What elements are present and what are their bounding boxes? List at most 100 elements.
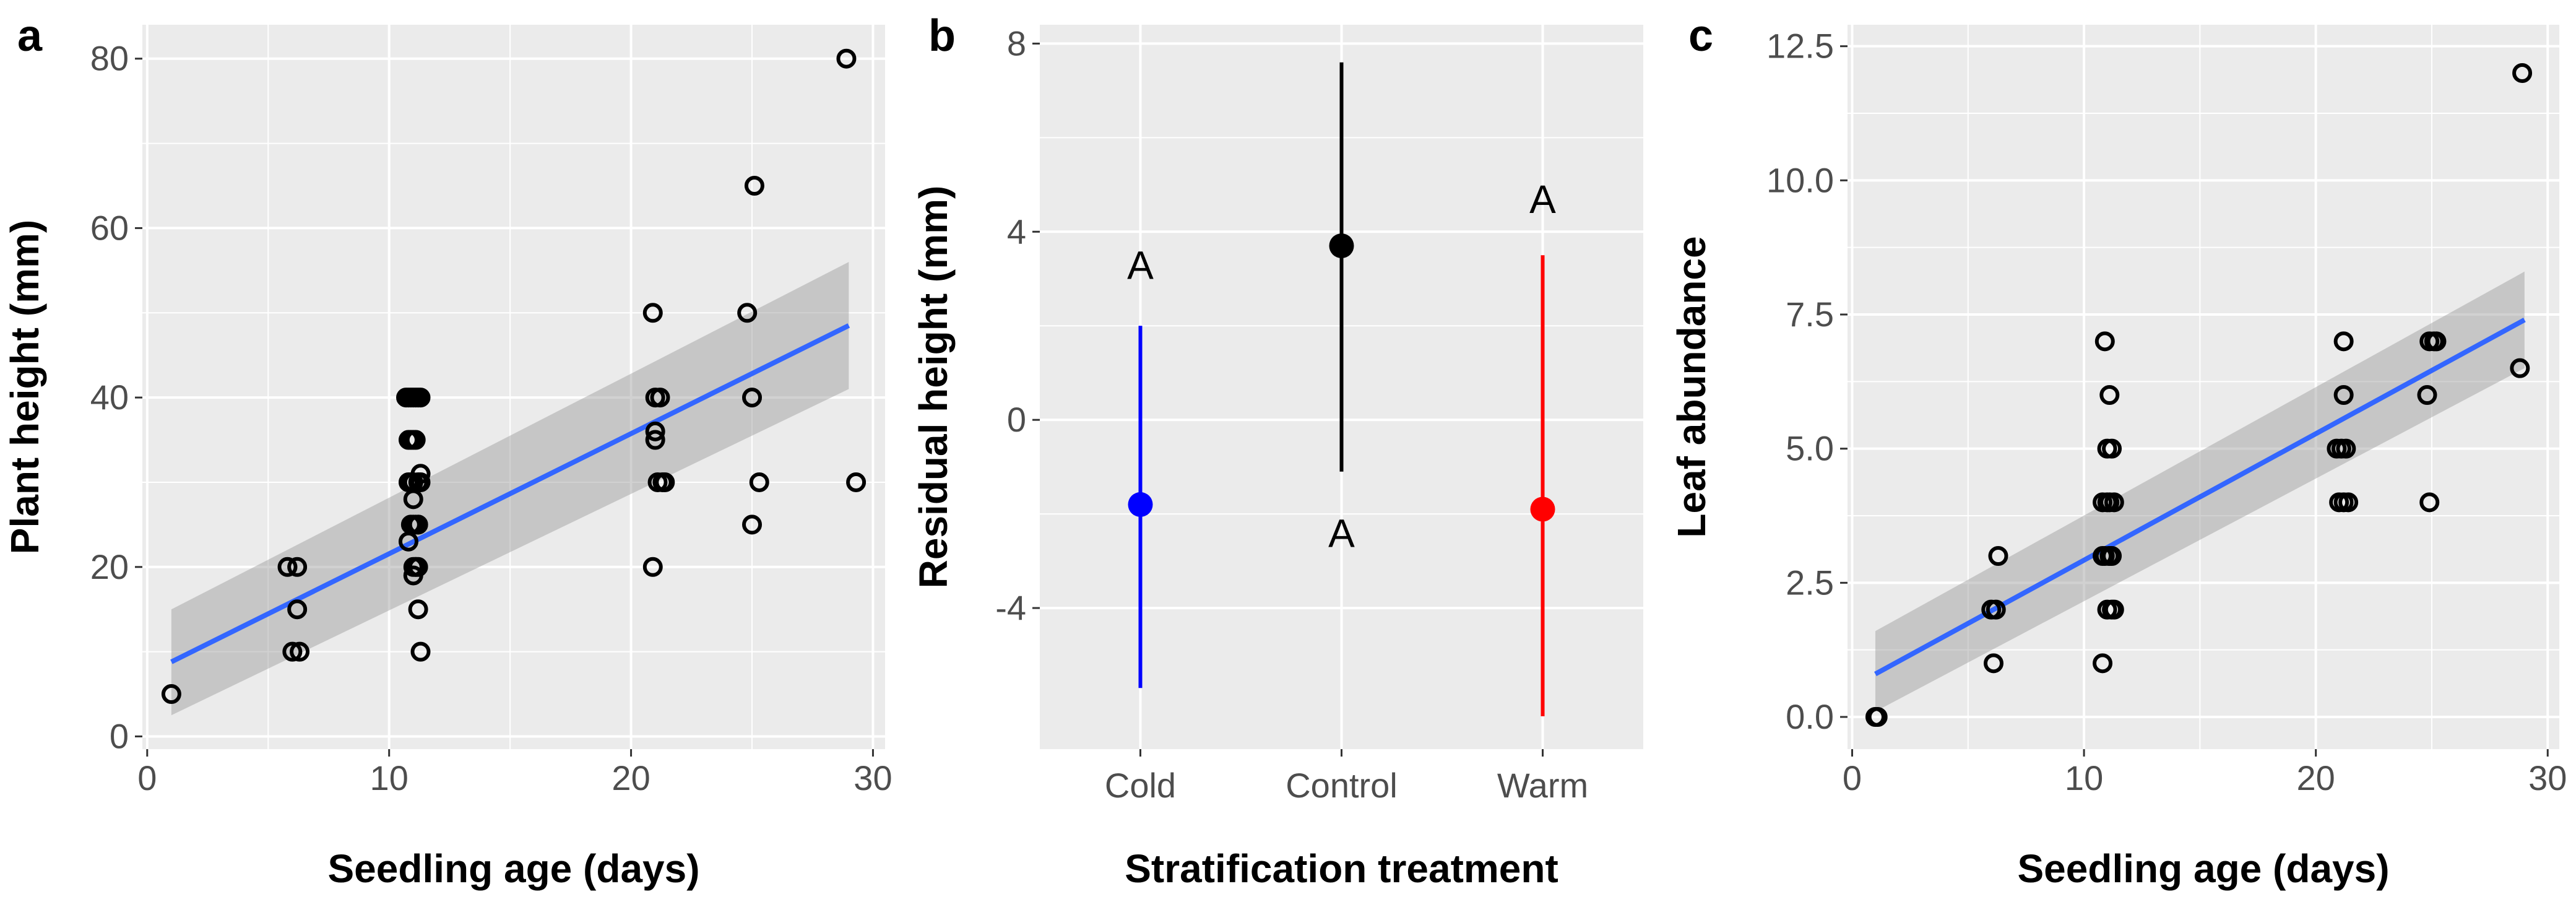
- panel-a-data-point: [408, 599, 428, 620]
- panel-b-mean-point: [1329, 233, 1354, 259]
- panel-a-data-point: [398, 531, 418, 552]
- panel-c-data-point: [2417, 385, 2437, 405]
- panel-b-letter: b: [928, 11, 956, 61]
- panel-b-group-letter: A: [1529, 177, 1556, 222]
- panel-c-x-tick-label: 30: [2528, 758, 2567, 797]
- panel-a-x-tick-label: 0: [137, 758, 157, 797]
- panel-a-regression-line: [170, 323, 850, 664]
- panel-b-y-tick-label: 8: [1007, 24, 1026, 63]
- panel-c-data-point: [2333, 385, 2354, 405]
- panel-a-data-point: [410, 472, 431, 492]
- panel-a-data-point: [410, 641, 431, 662]
- panel-a-data-point: [410, 388, 431, 408]
- panel-b-mean-point: [1530, 497, 1555, 522]
- panel-c-data-point: [2099, 385, 2120, 405]
- panel-c-data-point: [2336, 438, 2356, 459]
- panel-a-data-point: [287, 557, 308, 577]
- panel-a-data-point: [645, 430, 665, 450]
- panel-c-data-point: [2104, 492, 2124, 513]
- panel-a-data-point: [846, 472, 867, 492]
- panel-a-y-tick-label: 80: [90, 39, 129, 78]
- panel-c-y-tick-label: 2.5: [1786, 563, 1834, 602]
- panel-a-data-point: [282, 641, 303, 662]
- panel-b-y-tick-label: 0: [1007, 400, 1026, 439]
- panel-c-data-point: [2333, 331, 2354, 352]
- panel-b-category-label: Control: [1286, 766, 1398, 805]
- panel-c-data-point: [1867, 707, 1888, 727]
- panel-c-letter: c: [1688, 11, 1713, 61]
- panel-b-group-letter: A: [1328, 511, 1355, 556]
- panel-c-y-tick-label: 0.0: [1786, 697, 1834, 736]
- panel-c-y-tick-label: 7.5: [1786, 295, 1834, 334]
- panel-c-data-point: [2512, 63, 2533, 83]
- panel-c-data-point: [2419, 492, 2440, 513]
- panel-c-data-point: [2510, 358, 2530, 378]
- panel-c: c 0 10 20 30 0.0 2.5 5.0 7.5 10.0 12.5 Seedling ag…: [1669, 11, 2567, 891]
- panel-c-y-axis-title: Leaf abundance: [1669, 236, 1714, 537]
- panel-c-x-axis-title: Seedling age (days): [2017, 846, 2389, 891]
- panel-a-data-point: [742, 514, 763, 535]
- panel-c-y-tick-label: 12.5: [1766, 27, 1834, 66]
- panel-b-mean-point: [1128, 492, 1153, 517]
- panel-c-data-point: [2338, 492, 2359, 513]
- panel-a-confidence-band: [171, 262, 849, 716]
- panel-c-data-point: [2104, 599, 2124, 620]
- panel-a-data-point: [749, 472, 769, 492]
- panel-c-data-point: [2102, 438, 2122, 459]
- panel-c-y-tick-label: 10.0: [1766, 160, 1834, 199]
- panel-a-data-point: [287, 599, 308, 620]
- panel-a-data-point: [836, 48, 857, 69]
- panel-a-x-axis-title: Seedling age (days): [327, 846, 699, 891]
- panel-c-data-point: [2094, 331, 2115, 352]
- panel-a-y-axis-title: Plant height (mm): [2, 220, 47, 554]
- panel-a-data-point: [737, 303, 758, 323]
- panel-c-data-point: [2426, 331, 2447, 352]
- panel-c-data-point: [1983, 653, 2003, 674]
- panel-a-data-point: [277, 557, 298, 577]
- panel-a-data-point: [410, 464, 431, 484]
- panel-b-category-label: Cold: [1105, 766, 1176, 805]
- panel-a-data-point: [403, 565, 423, 586]
- panel-a-y-tick-label: 0: [110, 716, 129, 755]
- panel-c-data-point: [2093, 653, 2113, 674]
- panel-a-data-point: [742, 388, 763, 408]
- panel-a-background: [142, 25, 885, 749]
- panel-a-data-point: [290, 641, 310, 662]
- panel-a: a 0 10 20 30 0 20 40 60 80 Seedling age (days) Pla…: [2, 11, 893, 891]
- panel-a-y-tick-label: 60: [90, 208, 129, 247]
- panel-a-data-point: [645, 421, 665, 441]
- panel-a-data-point: [642, 303, 663, 323]
- panel-c-x-tick-label: 10: [2065, 758, 2103, 797]
- panel-c-data-point: [1986, 599, 2006, 620]
- panel-c-data-point: [1988, 546, 2008, 566]
- panel-b-y-tick-label: -4: [995, 588, 1026, 627]
- panel-a-data-point: [405, 430, 426, 450]
- panel-a-y-tick-label: 40: [90, 378, 129, 417]
- panel-b-category-label: Warm: [1497, 766, 1588, 805]
- panel-c-y-tick-label: 5.0: [1786, 429, 1834, 468]
- panel-c-confidence-band: [1875, 271, 2525, 712]
- panel-a-x-tick-label: 20: [612, 758, 650, 797]
- panel-a-letter: a: [17, 11, 43, 61]
- panel-a-data-point: [403, 489, 423, 510]
- panel-b-y-axis-title: Residual height (mm): [911, 186, 956, 589]
- panel-c-x-tick-label: 0: [1843, 758, 1862, 797]
- panel-c-background: [1848, 25, 2559, 749]
- panel-c-x-tick-label: 20: [2297, 758, 2335, 797]
- panel-a-data-point: [408, 514, 428, 535]
- panel-a-data-point: [405, 557, 426, 577]
- panel-b-x-axis-title: Stratification treatment: [1125, 846, 1558, 891]
- panel-a-x-tick-label: 10: [370, 758, 408, 797]
- panel-c-data-point: [2099, 546, 2120, 566]
- panel-a-x-tick-label: 30: [854, 758, 892, 797]
- panel-a-data-point: [647, 472, 668, 492]
- panel-a-data-point: [650, 388, 670, 408]
- panel-b-group-letter: A: [1127, 243, 1154, 287]
- panel-b: b -4 0 4 8 Cold Control Warm A A A Stratification …: [911, 11, 1643, 891]
- panel-a-y-tick-label: 20: [90, 547, 129, 586]
- panel-b-y-tick-label: 4: [1007, 212, 1026, 251]
- panel-a-data-point: [655, 472, 675, 492]
- panel-a-data-point: [744, 176, 764, 196]
